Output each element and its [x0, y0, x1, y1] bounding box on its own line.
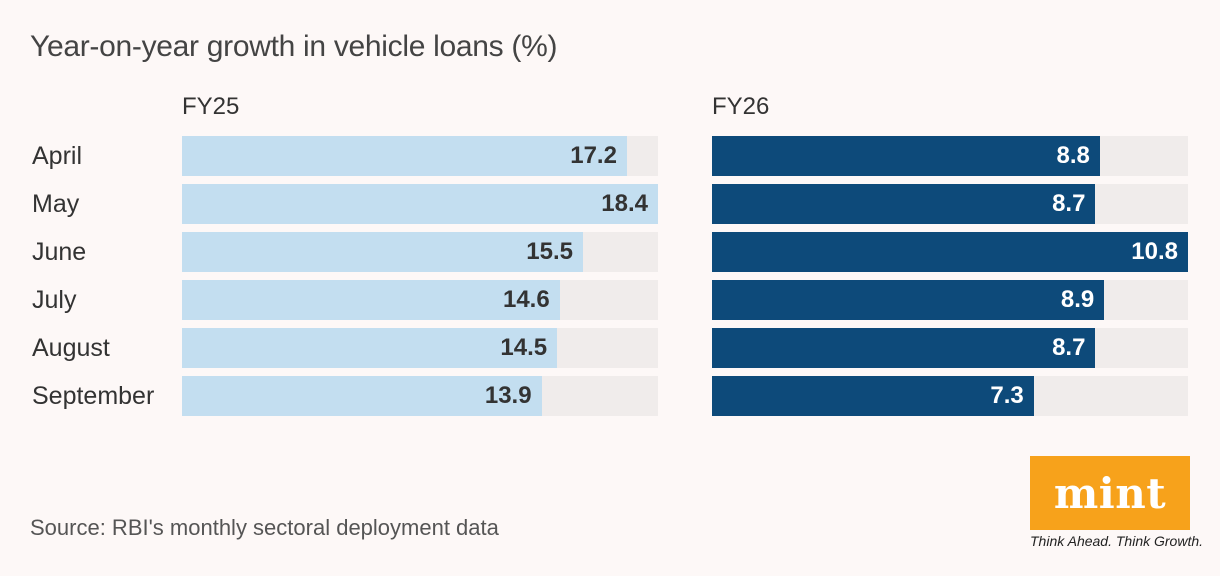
panel-label-fy25: FY25 — [182, 93, 240, 120]
category-label: August — [32, 334, 110, 362]
category-label: June — [32, 238, 87, 266]
bar-fy26-april: 8.8 — [712, 136, 1100, 176]
logo-tagline: Think Ahead. Think Growth. — [1030, 533, 1204, 549]
data-label: 18.4 — [601, 190, 648, 217]
category-label: May — [32, 190, 80, 218]
bar-fy26-may: 8.7 — [712, 184, 1096, 224]
category-label: September — [32, 382, 155, 410]
data-label: 14.6 — [502, 286, 550, 313]
bar-fy25-june: 15.5 — [182, 232, 583, 272]
bar-track: 10.8 — [712, 232, 1188, 272]
data-label: 10.8 — [1131, 238, 1178, 265]
bar-fy25-august: 14.5 — [182, 328, 558, 368]
bar-fy25-september: 13.9 — [182, 376, 542, 416]
bar-track: 14.6 — [182, 280, 658, 320]
source-note: Source: RBI's monthly sectoral deploymen… — [30, 515, 499, 540]
panel-label-fy26: FY26 — [712, 93, 770, 120]
bar-fy25-july: 14.6 — [182, 280, 560, 320]
bar-fy25-may: 18.4 — [182, 184, 658, 224]
data-label: 13.9 — [484, 382, 532, 409]
bar-fy26-june: 10.8 — [712, 232, 1188, 272]
mint-logo: mint — [1030, 456, 1190, 530]
bar-fy26-september: 7.3 — [712, 376, 1034, 416]
data-label: 15.5 — [526, 238, 573, 265]
bar-track: 15.5 — [182, 232, 658, 272]
bar-fy26-august: 8.7 — [712, 328, 1096, 368]
bar-track: 14.5 — [182, 328, 658, 368]
category-label: July — [32, 286, 77, 314]
logo-text: mint — [1053, 468, 1167, 518]
data-label: 8.7 — [1052, 334, 1086, 361]
bar-track: 8.7 — [712, 328, 1188, 368]
bar-track: 18.4 — [182, 184, 658, 224]
data-label: 8.8 — [1056, 142, 1090, 169]
data-label: 17.2 — [570, 142, 617, 169]
chart-title: Year-on-year growth in vehicle loans (%) — [30, 30, 558, 63]
category-label: April — [32, 142, 83, 170]
bar-track: 8.7 — [712, 184, 1188, 224]
bar-track: 8.9 — [712, 280, 1188, 320]
data-label: 7.3 — [990, 382, 1024, 409]
bar-track: 8.8 — [712, 136, 1188, 176]
bar-track: 17.2 — [182, 136, 658, 176]
data-label: 14.5 — [500, 334, 548, 361]
data-label: 8.9 — [1060, 286, 1095, 313]
bar-track: 13.9 — [182, 376, 658, 416]
bar-fy26-july: 8.9 — [712, 280, 1105, 320]
bar-track: 7.3 — [712, 376, 1188, 416]
data-label: 8.7 — [1052, 190, 1086, 217]
bar-fy25-april: 17.2 — [182, 136, 627, 176]
